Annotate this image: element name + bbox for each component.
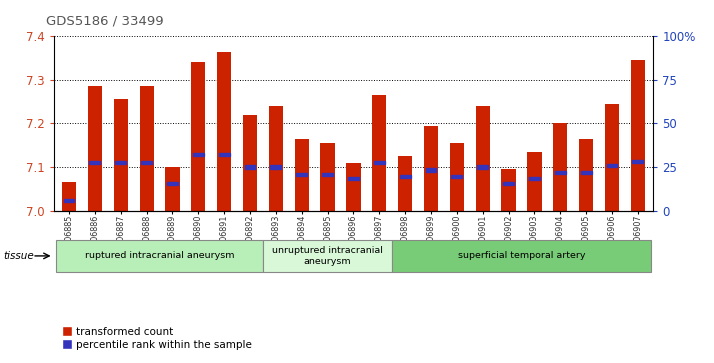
Bar xyxy=(322,173,333,176)
Bar xyxy=(606,164,618,167)
Text: unruptured intracranial
aneurysm: unruptured intracranial aneurysm xyxy=(272,246,383,266)
Bar xyxy=(476,106,490,211)
Bar xyxy=(62,182,76,211)
Bar xyxy=(424,126,438,211)
Bar xyxy=(116,161,126,164)
Bar xyxy=(398,156,412,211)
Bar xyxy=(217,52,231,211)
Bar xyxy=(141,161,152,164)
Bar xyxy=(296,173,307,176)
Bar xyxy=(477,166,488,168)
Bar xyxy=(295,139,309,211)
Bar xyxy=(193,153,203,156)
Bar xyxy=(191,62,206,211)
Bar xyxy=(167,182,178,185)
Bar xyxy=(633,160,643,163)
Text: ruptured intracranial aneurysm: ruptured intracranial aneurysm xyxy=(85,252,234,260)
Bar xyxy=(579,139,593,211)
Bar xyxy=(400,175,411,178)
Text: tissue: tissue xyxy=(4,251,34,261)
Bar xyxy=(346,163,361,211)
Text: superficial temporal artery: superficial temporal artery xyxy=(458,252,585,260)
Bar xyxy=(243,115,257,211)
Bar xyxy=(64,199,74,202)
Bar xyxy=(527,152,541,211)
Bar xyxy=(501,169,516,211)
Bar xyxy=(218,153,230,156)
Bar xyxy=(426,168,436,172)
Bar xyxy=(372,95,386,211)
Legend: transformed count, percentile rank within the sample: transformed count, percentile rank withi… xyxy=(59,323,256,354)
Bar xyxy=(245,166,256,168)
Bar xyxy=(555,171,565,174)
Bar xyxy=(321,143,335,211)
Bar xyxy=(605,104,619,211)
Bar xyxy=(630,60,645,211)
Bar xyxy=(450,143,464,211)
Bar xyxy=(114,99,128,211)
Bar xyxy=(56,240,263,272)
Bar xyxy=(139,86,154,211)
Bar xyxy=(271,166,281,168)
Bar xyxy=(166,167,180,211)
Bar xyxy=(503,182,514,185)
Bar xyxy=(89,161,101,164)
Bar xyxy=(553,123,568,211)
Bar xyxy=(263,240,392,272)
Bar xyxy=(88,86,102,211)
Bar xyxy=(529,177,540,180)
Text: GDS5186 / 33499: GDS5186 / 33499 xyxy=(46,15,164,28)
Bar xyxy=(268,106,283,211)
Bar xyxy=(374,161,385,164)
Bar xyxy=(392,240,650,272)
Bar xyxy=(348,177,359,180)
Bar xyxy=(451,175,462,178)
Bar xyxy=(580,171,591,174)
